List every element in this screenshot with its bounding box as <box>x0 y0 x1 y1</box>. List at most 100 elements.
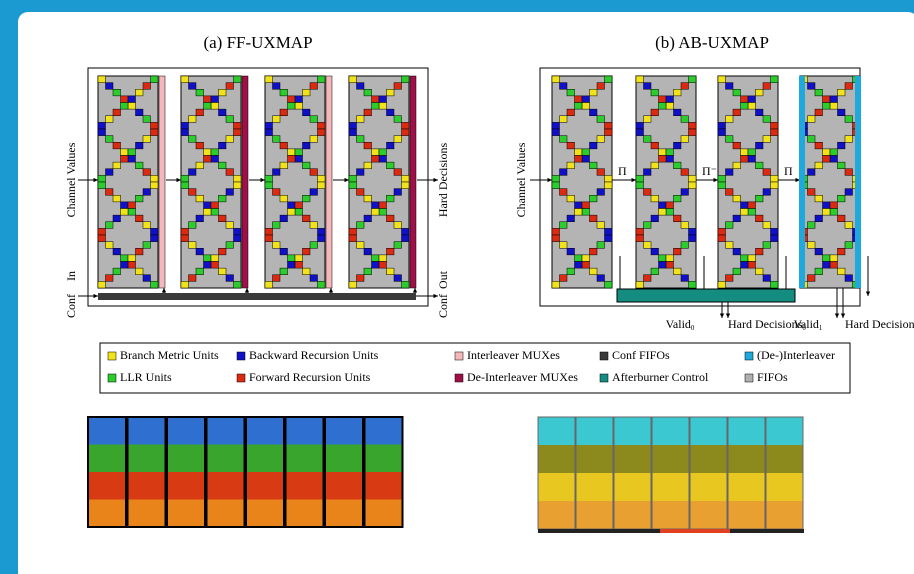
unit <box>402 235 410 242</box>
unit <box>771 281 779 288</box>
legend-label: Backward Recursion Units <box>249 348 379 362</box>
unit <box>318 76 326 83</box>
legend-label: FIFOs <box>757 370 788 384</box>
unit <box>590 109 598 116</box>
unit <box>204 262 212 269</box>
unit <box>288 255 296 262</box>
unit <box>771 228 779 235</box>
unit <box>681 222 689 229</box>
unit <box>349 228 357 235</box>
legend-swatch <box>108 374 116 382</box>
unit <box>666 202 674 209</box>
unit <box>318 281 326 288</box>
layout-band <box>614 445 651 474</box>
unit <box>288 103 296 110</box>
unit <box>552 76 560 83</box>
layout-band <box>325 417 363 445</box>
unit <box>211 255 219 262</box>
unit <box>575 96 583 103</box>
unit <box>659 202 667 209</box>
unit <box>121 209 129 216</box>
unit <box>636 235 644 242</box>
layout-band <box>167 472 205 500</box>
unit <box>659 156 667 163</box>
unit <box>364 268 372 275</box>
layout-band <box>128 417 166 445</box>
unit <box>273 242 281 249</box>
unit <box>128 96 136 103</box>
unit <box>651 248 659 255</box>
unit <box>726 222 734 229</box>
unit <box>845 116 853 123</box>
unit <box>808 169 816 176</box>
unit <box>273 83 281 90</box>
unit <box>771 182 779 189</box>
unit <box>143 169 151 176</box>
unit <box>830 103 838 110</box>
deinterleaver <box>855 76 861 288</box>
unit <box>121 103 129 110</box>
legend-swatch <box>745 352 753 360</box>
unit <box>295 149 303 156</box>
unit <box>560 189 568 196</box>
layout-band <box>690 473 727 502</box>
unit <box>808 242 816 249</box>
unit <box>204 209 212 216</box>
unit <box>295 103 303 110</box>
unit <box>651 89 659 96</box>
unit <box>273 222 281 229</box>
unit <box>741 262 749 269</box>
unit <box>823 255 831 262</box>
layout-band <box>128 500 166 528</box>
label: Channel Values <box>64 142 78 217</box>
unit <box>733 215 741 222</box>
unit <box>741 96 749 103</box>
unit <box>387 89 395 96</box>
unit <box>552 281 560 288</box>
unit <box>196 248 204 255</box>
layout-band <box>728 501 765 530</box>
unit <box>838 162 846 169</box>
unit <box>666 209 674 216</box>
unit <box>815 142 823 149</box>
unit <box>295 209 303 216</box>
unit <box>98 281 106 288</box>
unit <box>280 248 288 255</box>
unit <box>733 195 741 202</box>
unit <box>394 275 402 282</box>
unit <box>726 116 734 123</box>
unit <box>273 136 281 143</box>
unit <box>196 268 204 275</box>
layout-band <box>766 473 803 502</box>
unit <box>718 235 726 242</box>
text: Hard Decisions <box>845 317 914 331</box>
unit <box>121 156 129 163</box>
unit <box>651 109 659 116</box>
unit <box>349 76 357 83</box>
unit <box>605 235 613 242</box>
unit <box>318 235 326 242</box>
unit <box>379 262 387 269</box>
layout-band <box>246 445 284 473</box>
layout-band <box>728 417 765 446</box>
unit <box>815 248 823 255</box>
title: (b) AB-UXMAP <box>655 33 769 52</box>
unit <box>748 103 756 110</box>
unit <box>659 96 667 103</box>
unit <box>303 142 311 149</box>
unit <box>226 275 234 282</box>
unit <box>560 116 568 123</box>
unit <box>763 222 771 229</box>
layout-band <box>576 445 613 474</box>
unit <box>143 189 151 196</box>
unit <box>808 116 816 123</box>
unit <box>590 162 598 169</box>
unit <box>136 268 144 275</box>
unit <box>597 222 605 229</box>
unit <box>113 248 121 255</box>
layout-band <box>246 472 284 500</box>
unit <box>651 142 659 149</box>
unit <box>681 116 689 123</box>
unit <box>560 242 568 249</box>
unit <box>845 275 853 282</box>
